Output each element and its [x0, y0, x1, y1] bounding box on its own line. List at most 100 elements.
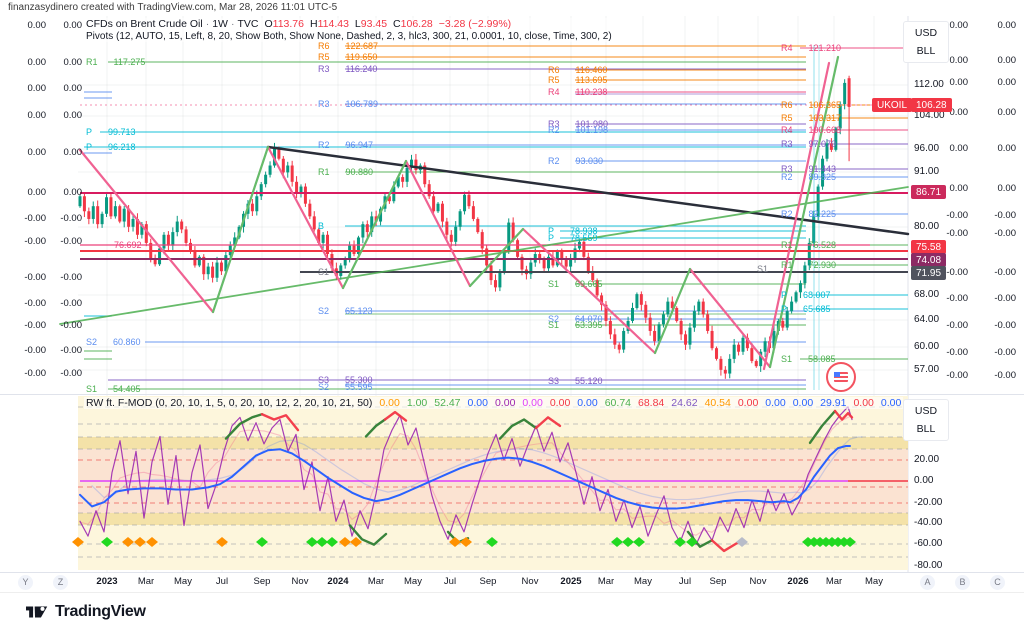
price-tick: 60.00 [914, 341, 940, 352]
indicator-margin-value: -0.00 [994, 228, 1016, 239]
indicator-margin-value: -0.00 [946, 210, 968, 221]
axis-button-b[interactable]: B [955, 575, 970, 590]
indicator-margin-value: -0.00 [60, 368, 82, 379]
indicator-margin-value: 0.00 [27, 187, 47, 198]
symbol-title[interactable]: CFDs on Brent Crude Oil [86, 18, 203, 30]
pivot-label: P 65.685 [781, 304, 831, 314]
indicator-margin-value: -0.00 [946, 267, 968, 278]
main-unit-toggle[interactable]: USD BLL [903, 21, 949, 63]
time-tick: Jul [443, 576, 457, 587]
unit-bll-button[interactable]: BLL [916, 45, 936, 57]
indicator-margin-value: 0.00 [27, 57, 47, 68]
indicator-margin-value: 0.00 [997, 143, 1017, 154]
pivot-label: S2 55.595 [318, 382, 373, 392]
oscillator-value: 0.00 [765, 397, 786, 409]
tradingview-brand[interactable]: TradingView [26, 602, 146, 622]
time-tick: 2024 [327, 576, 349, 587]
pivot-label: P 99.713 [86, 127, 136, 137]
axis-button-c[interactable]: C [990, 575, 1005, 590]
price-badge: 71.95 [911, 266, 947, 280]
pivot-label: R2 89.825 [781, 172, 837, 182]
pivots-indicator-legend[interactable]: Pivots (12, AUTO, 15, Left, 8, 20, Show … [86, 31, 612, 42]
pivot-label: R3 101.980 [548, 119, 609, 129]
oscillator-value: 52.47 [434, 397, 461, 409]
indicator-margin-value: 0.00 [27, 83, 47, 94]
time-tick: May [404, 576, 422, 587]
price-tick: 104.00 [914, 110, 945, 121]
osc-unit-bll-button[interactable]: BLL [916, 423, 936, 435]
time-tick: May [865, 576, 883, 587]
pivot-label: R2 96.947 [318, 140, 374, 150]
pivot-label: R3 91.443 [781, 164, 837, 174]
time-tick: Mar [367, 576, 385, 587]
time-tick: Mar [597, 576, 615, 587]
indicator-margin-value: -0.00 [60, 345, 82, 356]
exchange[interactable]: TVC [237, 18, 259, 30]
pivot-lines-layer [84, 45, 908, 390]
time-tick: 2025 [560, 576, 582, 587]
osc-unit-usd-button[interactable]: USD [914, 405, 938, 417]
pivot-label: P 68.007 [781, 290, 831, 300]
indicator-margin-value: -0.00 [946, 320, 968, 331]
pivot-label: R5 119.650 [318, 52, 378, 62]
snapshot-credit: finanzasydinero created with TradingView… [8, 2, 338, 13]
bar-change: −3.28 (−2.99%) [438, 18, 512, 30]
axis-button-y[interactable]: Y [18, 575, 33, 590]
time-tick: Jul [215, 576, 229, 587]
pivot-label: B [318, 221, 325, 231]
price-tick: 64.00 [914, 314, 940, 325]
indicator-margin-value: -0.00 [994, 347, 1016, 358]
oscillator-value: 0.00 [379, 397, 400, 409]
pivot-label: S2 64.070 [548, 314, 603, 324]
oscillator-value: 60.74 [604, 397, 631, 409]
time-tick: 2026 [787, 576, 809, 587]
main-chart-legend[interactable]: CFDs on Brent Crude Oil · 1W · TVC O113.76 H11… [84, 18, 614, 42]
time-tick: Sep [709, 576, 727, 587]
pivot-label: R5 113.695 [548, 75, 608, 85]
indicator-margin-value: 0.00 [997, 107, 1017, 118]
price-tick: 80.00 [914, 221, 940, 232]
timeframe[interactable]: 1W [212, 18, 228, 30]
axis-button-z[interactable]: Z [53, 575, 68, 590]
axis-button-a[interactable]: A [920, 575, 935, 590]
oscillator-value: 0.00 [880, 397, 902, 409]
pivot-label: R1 117.275 [86, 57, 146, 67]
indicator-margin-value: 0.00 [63, 110, 83, 121]
oscillator-value: 29.91 [820, 397, 847, 409]
indicator-margin-value: -0.00 [24, 236, 46, 247]
oscillator-tick: -20.00 [914, 497, 943, 508]
indicator-margin-value: 0.00 [27, 20, 47, 31]
pivot-label: S1 [757, 264, 769, 274]
indicator-margin-value: 0.00 [949, 183, 969, 194]
pivot-label: R2 101.198 [548, 125, 609, 135]
pivot-label: R4 121.210 [781, 43, 842, 53]
indicator-margin-value: 0.00 [63, 83, 83, 94]
price-badge: 74.08 [911, 253, 947, 267]
pivot-label: R6 116.460 [548, 65, 608, 75]
pivot-label: P 78.559 [548, 233, 598, 243]
pivot-label: R3 97.070 [781, 139, 837, 149]
indicator-margin-value: -0.00 [946, 293, 968, 304]
pane-separator[interactable] [0, 394, 1024, 395]
oscillator-title[interactable]: RW ft. F-MOD (0, 20, 10, 1, 5, 0, 20, 10… [86, 397, 373, 409]
oscillator-value: 40.54 [704, 397, 731, 409]
pivot-label: P 78.938 [548, 226, 598, 236]
indicator-margin-value: -0.00 [946, 228, 968, 239]
time-axis[interactable]: 2023 Mar May Jul Sep Nov 2024 Mar May Jul Sep Nov 20… [0, 572, 1024, 593]
indicator-margin-value: 0.00 [949, 107, 969, 118]
time-tick: Sep [253, 576, 271, 587]
symbol-legend-row[interactable]: CFDs on Brent Crude Oil · 1W · TVC O113.76 H11… [86, 18, 512, 30]
indicator-margin-value: -0.00 [60, 213, 82, 224]
pivot-label: R4 110.238 [548, 87, 608, 97]
oscillator-value: 0.00 [549, 397, 571, 409]
price-tick: 68.00 [914, 289, 940, 300]
unit-usd-button[interactable]: USD [914, 27, 938, 39]
oscillator-legend[interactable]: RW ft. F-MOD (0, 20, 10, 1, 5, 0, 20, 10… [84, 397, 904, 409]
footer: TradingView [0, 592, 1024, 632]
pivot-label: R1 76.528 [781, 240, 837, 250]
oscillator-value: 0.00 [577, 397, 598, 409]
osc-unit-toggle[interactable]: USD BLL [903, 399, 949, 441]
ohlc-values: O113.76 H114.43 L93.45 C106.28 [264, 18, 433, 30]
indicator-margin-value: 0.00 [949, 77, 969, 88]
